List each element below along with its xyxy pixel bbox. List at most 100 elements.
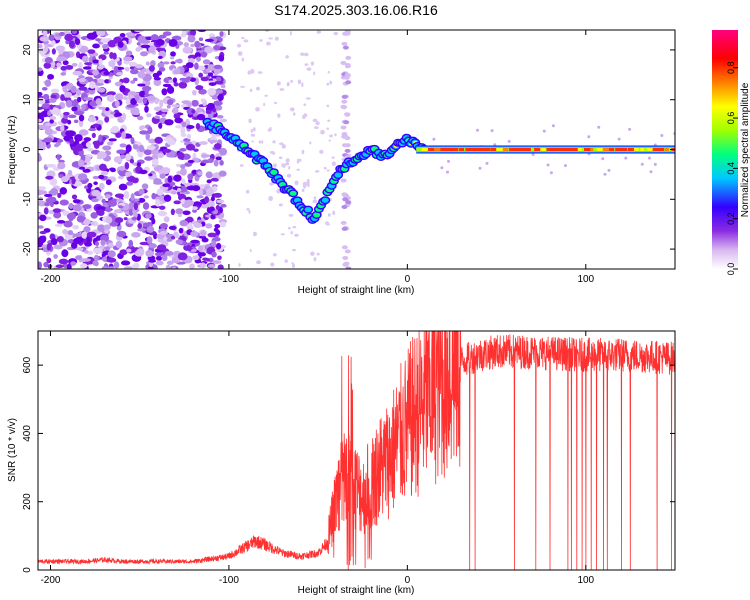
spectral-noise bbox=[182, 79, 190, 83]
spectral-noise bbox=[182, 210, 191, 216]
spectral-noise bbox=[50, 88, 60, 93]
spectral-noise bbox=[164, 119, 174, 126]
spectral-noise bbox=[177, 152, 185, 160]
spectral-noise bbox=[152, 264, 158, 269]
spectral-noise bbox=[125, 135, 133, 139]
spectral-noise bbox=[173, 200, 182, 205]
carrier-band-core bbox=[584, 148, 592, 151]
doppler-trace-inner bbox=[270, 169, 278, 175]
spectral-noise bbox=[217, 264, 224, 269]
spectral-noise bbox=[191, 89, 197, 96]
spectral-noise bbox=[81, 104, 86, 111]
spectral-noise bbox=[121, 112, 127, 121]
spectral-noise bbox=[154, 136, 163, 144]
spectral-noise bbox=[563, 164, 567, 168]
spectral-noise bbox=[306, 179, 310, 184]
spectral-noise bbox=[110, 111, 116, 115]
spectral-noise bbox=[71, 106, 78, 112]
spectral-noise bbox=[205, 110, 212, 115]
spectral-noise bbox=[549, 171, 553, 175]
spectral-noise bbox=[144, 87, 149, 96]
spectral-noise bbox=[166, 238, 173, 242]
spectral-noise bbox=[87, 182, 93, 189]
spectral-noise bbox=[158, 122, 163, 129]
spectral-noise bbox=[199, 187, 204, 196]
spectral-noise bbox=[265, 41, 271, 46]
spectral-noise bbox=[331, 161, 336, 167]
spectral-noise bbox=[111, 198, 117, 202]
spectral-noise bbox=[333, 31, 339, 36]
spectral-noise bbox=[183, 242, 189, 247]
spectral-noise bbox=[241, 36, 245, 40]
spectral-noise bbox=[185, 62, 194, 69]
spectral-noise bbox=[104, 79, 109, 84]
spectral-noise bbox=[78, 166, 86, 170]
spectrogram-ytick-label: -10 bbox=[22, 192, 33, 207]
spectral-noise bbox=[249, 88, 253, 93]
spectral-noise bbox=[342, 197, 349, 202]
spectral-noise bbox=[95, 38, 101, 42]
spectral-noise bbox=[157, 152, 164, 159]
spectral-noise bbox=[139, 125, 146, 130]
snr-ytick-label: 200 bbox=[22, 493, 33, 510]
spectral-noise bbox=[204, 38, 214, 43]
spectral-noise bbox=[200, 76, 209, 82]
spectral-noise bbox=[291, 248, 296, 252]
spectral-noise bbox=[301, 82, 304, 88]
spectral-noise bbox=[44, 202, 50, 207]
spectral-noise bbox=[81, 55, 89, 63]
snr-background bbox=[38, 331, 675, 570]
spectral-noise bbox=[344, 64, 351, 69]
carrier-band-core bbox=[509, 148, 518, 151]
spectral-noise bbox=[183, 42, 190, 48]
doppler-trace-inner bbox=[313, 212, 321, 218]
spectral-noise bbox=[215, 204, 221, 210]
spectral-noise bbox=[141, 183, 149, 190]
spectral-noise bbox=[123, 217, 128, 221]
spectral-noise bbox=[47, 73, 55, 80]
doppler-trace-inner bbox=[304, 207, 312, 213]
spectral-noise bbox=[187, 35, 196, 43]
spectral-noise bbox=[46, 243, 52, 251]
spectral-noise bbox=[73, 119, 79, 123]
spectral-noise bbox=[204, 196, 210, 204]
spectral-noise bbox=[179, 219, 188, 227]
spectral-noise bbox=[446, 170, 450, 174]
spectral-noise bbox=[66, 263, 72, 269]
spectral-noise bbox=[125, 32, 136, 37]
spectral-noise bbox=[100, 239, 106, 246]
spectral-noise bbox=[146, 113, 152, 118]
spectral-noise bbox=[50, 94, 57, 99]
spectral-noise bbox=[108, 138, 117, 142]
spectral-noise bbox=[129, 66, 135, 70]
carrier-band-core bbox=[434, 148, 442, 151]
spectral-noise bbox=[70, 85, 77, 93]
spectral-noise bbox=[72, 99, 79, 107]
spectral-noise bbox=[196, 195, 204, 199]
spectral-noise bbox=[157, 62, 165, 69]
spectral-noise bbox=[93, 181, 98, 186]
spectral-noise bbox=[187, 159, 195, 163]
spectral-noise bbox=[79, 263, 88, 269]
spectral-noise bbox=[109, 127, 120, 133]
spectral-noise bbox=[597, 125, 601, 129]
carrier-band-core bbox=[559, 148, 568, 151]
spectral-noise bbox=[285, 55, 289, 59]
spectral-noise bbox=[166, 260, 174, 265]
spectral-noise bbox=[278, 156, 283, 160]
spectral-noise bbox=[130, 193, 135, 201]
colorbar: 0.0 0.2 0.4 0.6 0.8 Normalized spectral ampl… bbox=[712, 30, 750, 275]
spectral-noise bbox=[38, 91, 43, 97]
spectral-noise bbox=[93, 254, 99, 262]
carrier-band-core bbox=[565, 148, 573, 151]
spectral-noise bbox=[104, 246, 111, 251]
spectral-noise bbox=[81, 231, 89, 239]
spectral-noise bbox=[177, 252, 188, 261]
spectral-noise bbox=[67, 238, 75, 244]
spectral-noise bbox=[155, 39, 165, 46]
spectral-noise bbox=[47, 110, 52, 116]
spectral-noise bbox=[159, 230, 168, 236]
spectral-noise bbox=[343, 261, 350, 266]
spectrogram-ytick-label: -20 bbox=[22, 241, 33, 256]
